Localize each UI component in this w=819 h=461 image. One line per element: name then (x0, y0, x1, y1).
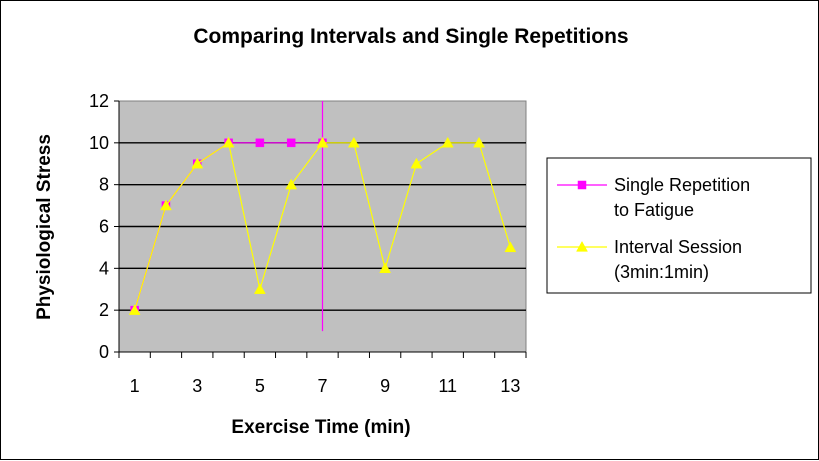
y-tick-label: 2 (99, 300, 109, 320)
data-point (410, 157, 423, 169)
data-point (379, 262, 392, 273)
x-tick-label: 13 (500, 376, 520, 396)
data-point (128, 304, 141, 315)
data-point (253, 283, 266, 294)
y-tick-label: 4 (99, 258, 109, 278)
data-point (255, 138, 265, 148)
legend-marker (577, 180, 587, 190)
series (128, 136, 517, 315)
data-point (347, 136, 360, 148)
x-axis-title: Exercise Time (min) (231, 417, 410, 438)
data-point (222, 136, 235, 148)
legend-item-1: Interval Session (3min:1min) (557, 237, 742, 282)
y-tick-label: 12 (89, 91, 109, 111)
y-axis-title: Physiological Stress (34, 134, 55, 320)
legend-label: to Fatigue (614, 200, 694, 220)
data-point (473, 136, 485, 148)
data-point (286, 138, 296, 148)
chart-title: Comparing Intervals and Single Repetitio… (193, 25, 628, 48)
x-tick-label: 1 (130, 376, 140, 396)
series-1 (128, 136, 517, 315)
legend-item-0: Single Repetition to Fatigue (557, 175, 750, 220)
data-point (191, 157, 204, 169)
data-point (160, 199, 172, 211)
x-tick-label: 5 (255, 376, 265, 396)
legend-label: (3min:1min) (614, 262, 709, 282)
y-tick-label: 8 (99, 175, 109, 195)
y-tick-label: 10 (89, 133, 109, 153)
x-tick-label: 7 (317, 376, 327, 396)
x-tick-label: 9 (380, 376, 390, 396)
y-tick-label: 0 (99, 342, 109, 362)
legend-marker (576, 240, 588, 252)
legend-label: Interval Session (614, 237, 742, 257)
legend: Single Repetition to Fatigue Interval Sess… (546, 157, 812, 294)
x-tick-label: 3 (192, 376, 202, 396)
y-tick-label: 6 (99, 217, 109, 237)
data-point (441, 136, 454, 148)
data-point (316, 136, 329, 148)
legend-label: Single Repetition (614, 175, 750, 195)
legend-box (546, 157, 812, 294)
x-tick-label: 11 (438, 376, 457, 396)
data-point (504, 241, 517, 253)
data-point (285, 178, 298, 190)
